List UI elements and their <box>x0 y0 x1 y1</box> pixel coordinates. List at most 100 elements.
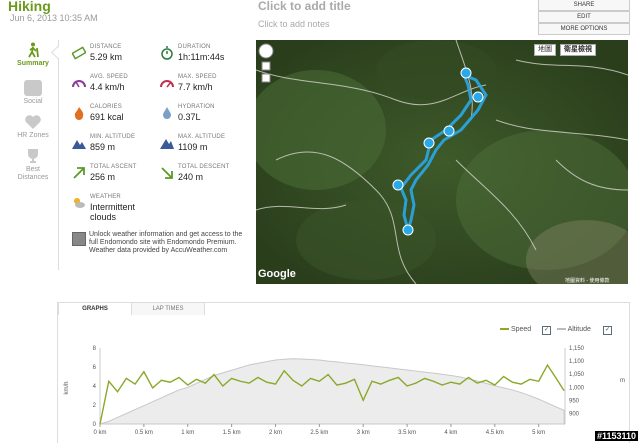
sidebar-divider <box>58 40 59 270</box>
x-tick-label: 5 km <box>532 430 545 436</box>
stat-max-speed: MAX. SPEED 7.7 km/h <box>160 74 250 94</box>
speedometer-icon <box>160 80 174 88</box>
legend-altitude[interactable]: Altitude <box>557 326 591 333</box>
x-tick-label: 0.5 km <box>135 430 153 436</box>
premium-icon <box>72 232 86 246</box>
y2-tick-label: 1,100 <box>569 359 585 365</box>
promo-text: Unlock weather information and get acces… <box>89 231 243 246</box>
legend-speed-label: Speed <box>510 326 532 333</box>
stat-label: AVG. SPEED <box>90 74 128 80</box>
y2-tick-label: 1,000 <box>569 385 585 391</box>
stat-duration: DURATION 1h:11m:44s <box>160 44 250 64</box>
stat-max-altitude: MAX. ALTITUDE 1109 m <box>160 134 250 154</box>
stat-label: WEATHER <box>90 194 121 200</box>
altitude-swatch <box>557 328 566 331</box>
route-marker[interactable] <box>472 91 484 103</box>
speedometer-icon <box>72 80 86 88</box>
graph-panel <box>57 302 630 443</box>
stat-total-ascent: TOTAL ASCENT 256 m <box>72 164 162 184</box>
y2-axis-ticks: 900 950 1,000 1,050 1,100 1,150 <box>569 346 585 418</box>
route-markers <box>392 67 484 236</box>
edit-button[interactable]: EDIT <box>538 11 630 23</box>
stat-label: TOTAL ASCENT <box>90 164 137 170</box>
stat-label: MIN. ALTITUDE <box>90 134 136 140</box>
y-tick-label: 2 <box>93 403 97 409</box>
stat-value: 1109 m <box>178 142 208 152</box>
stat-value: 691 kcal <box>90 112 124 122</box>
x-tick-label: 4 km <box>444 430 457 436</box>
legend-speed[interactable]: Speed <box>500 326 531 333</box>
route-marker[interactable] <box>392 179 404 191</box>
sidebar-item-hr-zones[interactable]: HR Zones <box>10 114 56 139</box>
y2-tick-label: 1,150 <box>569 346 585 352</box>
water-drop-icon <box>163 107 171 119</box>
stat-label: TOTAL DESCENT <box>178 164 230 170</box>
x-tick-label: 0 km <box>93 430 106 436</box>
trophy-icon <box>28 149 38 163</box>
add-title-link[interactable]: Click to add title <box>258 0 351 13</box>
promo-credit[interactable]: Weather data provided by AccuWeather.com <box>89 247 228 254</box>
y2-axis-label: m <box>620 378 625 384</box>
stat-label: MAX. SPEED <box>178 74 217 80</box>
speed-altitude-chart[interactable]: 0 2 4 6 8 900 950 1,000 1,050 1,100 1,150 0 km 0.5… <box>60 338 628 442</box>
route-marker[interactable] <box>402 224 414 236</box>
tab-graphs[interactable]: GRAPHS <box>58 302 132 315</box>
speech-bubble-icon <box>24 80 42 96</box>
stat-min-altitude: MIN. ALTITUDE 859 m <box>72 134 162 154</box>
sidebar-item-label: Summary <box>17 60 49 67</box>
sidebar-item-social[interactable]: Social <box>10 80 56 105</box>
premium-promo: Unlock weather information and get acces… <box>89 231 249 255</box>
x-tick-label: 1 km <box>181 430 194 436</box>
map-controls[interactable] <box>258 43 274 83</box>
route-marker[interactable] <box>443 125 455 137</box>
flame-icon <box>74 107 84 120</box>
route-marker[interactable] <box>460 67 472 79</box>
stat-value: 859 m <box>90 142 116 152</box>
stat-calories: CALORIES 691 kcal <box>72 104 162 124</box>
map-view-button[interactable]: 地圖 <box>534 44 556 56</box>
stat-value: 1h:11m:44s <box>178 52 225 62</box>
ruler-icon <box>72 46 86 60</box>
hiker-icon <box>28 42 39 58</box>
map-copyright[interactable]: 地圖資料 - 使用條款 <box>565 278 610 284</box>
legend-altitude-label: Altitude <box>567 326 591 333</box>
y-tick-label: 6 <box>93 365 97 371</box>
x-tick-label: 2.5 km <box>310 430 328 436</box>
y2-tick-label: 900 <box>569 412 580 418</box>
stat-avg-speed: AVG. SPEED 4.4 km/h <box>72 74 162 94</box>
x-axis-ticks: 0 km 0.5 km 1 km 1.5 km 2 km 2.5 km 3 km 3.5 km… <box>93 424 545 436</box>
altitude-area <box>99 358 565 425</box>
stat-hydration: HYDRATION 0.37L <box>160 104 250 124</box>
y-tick-label: 0 <box>93 422 97 428</box>
add-notes-link[interactable]: Click to add notes <box>258 19 330 29</box>
stat-label: DURATION <box>178 44 211 50</box>
x-tick-label: 3.5 km <box>398 430 416 436</box>
tab-lap-times[interactable]: LAP TIMES <box>131 302 205 315</box>
stat-total-descent: TOTAL DESCENT 240 m <box>160 164 250 184</box>
speed-checkbox[interactable]: ✓ <box>542 326 551 335</box>
arrow-down-right-icon <box>161 167 173 179</box>
satellite-view-button[interactable]: 衛星檢視 <box>560 44 596 56</box>
x-tick-label: 2 km <box>269 430 282 436</box>
altitude-checkbox[interactable]: ✓ <box>603 326 612 335</box>
stopwatch-icon <box>161 46 173 60</box>
stat-label: HYDRATION <box>178 104 215 110</box>
mountain-icon <box>160 139 174 149</box>
sidebar-item-best-distances[interactable]: Best Distances <box>10 148 56 182</box>
stat-label: MAX. ALTITUDE <box>178 134 226 140</box>
stat-value: Intermittent clouds <box>90 202 136 222</box>
route-map[interactable] <box>256 40 628 284</box>
speed-line <box>99 363 565 425</box>
route-marker[interactable] <box>423 137 435 149</box>
sidebar-item-label: Best Distances <box>17 166 49 181</box>
share-button[interactable]: SHARE <box>538 0 630 11</box>
stat-value: 256 m <box>90 172 116 182</box>
x-tick-label: 1.5 km <box>223 430 241 436</box>
sidebar-item-summary[interactable]: Summary <box>10 42 56 67</box>
sport-title: Hiking <box>8 0 51 14</box>
y-tick-label: 8 <box>93 346 97 352</box>
mountain-icon <box>72 140 86 149</box>
more-options-button[interactable]: MORE OPTIONS <box>538 23 630 35</box>
x-tick-label: 3 km <box>357 430 370 436</box>
satellite-map[interactable] <box>256 40 628 284</box>
